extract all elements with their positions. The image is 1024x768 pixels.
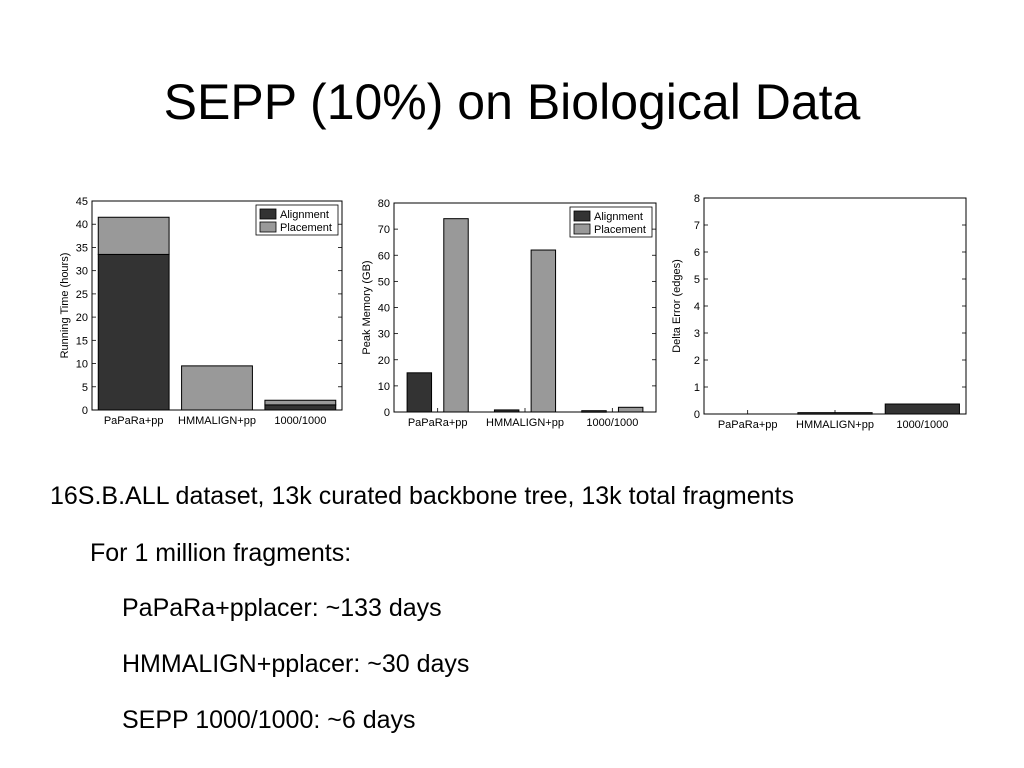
bar-placement bbox=[97, 216, 170, 255]
bullet-item: SEPP 1000/1000: ~6 days bbox=[122, 706, 416, 734]
y-tick-label: 7 bbox=[694, 220, 700, 232]
legend-swatch bbox=[259, 208, 277, 220]
x-tick-label: PaPaRa+pp bbox=[104, 415, 164, 427]
y-tick-label: 1 bbox=[694, 382, 700, 394]
bar-placement bbox=[443, 218, 469, 413]
bar-alignment bbox=[406, 372, 433, 413]
y-tick-label: 60 bbox=[378, 250, 390, 262]
y-tick-label: 5 bbox=[82, 382, 88, 394]
y-axis-label: Peak Memory (GB) bbox=[361, 260, 373, 354]
plot-frame bbox=[703, 197, 967, 415]
y-tick-label: 20 bbox=[378, 355, 390, 367]
peak-memory-chart: 0 10 20 30 40 50 60 70 80 Peak Memory (GB) PaPaRa+… bbox=[361, 198, 657, 429]
bar bbox=[797, 412, 873, 415]
x-tick-label: 1000/1000 bbox=[274, 415, 326, 427]
y-tick-label: 40 bbox=[76, 219, 88, 231]
bar-alignment bbox=[581, 410, 607, 413]
x-tick-label: HMMALIGN+pp bbox=[796, 419, 874, 431]
y-axis-label: Running Time (hours) bbox=[59, 253, 71, 359]
bullet-item: 16S.B.ALL dataset, 13k curated backbone … bbox=[50, 482, 794, 510]
running-time-chart: 0 5 10 15 20 25 30 35 40 45 Running Time (hours) Pa… bbox=[59, 196, 343, 427]
x-tick-label: PaPaRa+pp bbox=[718, 419, 778, 431]
y-tick-label: 6 bbox=[694, 247, 700, 259]
slide-title: SEPP (10%) on Biological Data bbox=[163, 74, 861, 130]
y-tick-label: 40 bbox=[378, 303, 390, 315]
y-tick-label: 25 bbox=[76, 289, 88, 301]
plot-frame bbox=[393, 202, 657, 413]
legend-swatch bbox=[259, 221, 277, 233]
legend-label: Alignment bbox=[594, 211, 643, 223]
bar-alignment bbox=[493, 409, 520, 413]
y-tick-label: 10 bbox=[378, 381, 390, 393]
y-tick-label: 45 bbox=[76, 196, 88, 208]
legend-label: Placement bbox=[594, 224, 646, 236]
x-tick-label: HMMALIGN+pp bbox=[486, 417, 564, 429]
y-tick-label: 30 bbox=[378, 329, 390, 341]
bar-alignment bbox=[97, 253, 170, 411]
y-tick-label: 4 bbox=[694, 301, 700, 313]
bar-placement bbox=[264, 399, 337, 406]
x-tick-label: HMMALIGN+pp bbox=[178, 415, 256, 427]
legend-swatch bbox=[573, 210, 591, 222]
y-tick-label: 0 bbox=[384, 407, 390, 419]
legend-swatch bbox=[573, 223, 591, 235]
y-tick-label: 15 bbox=[76, 335, 88, 347]
bullet-item: For 1 million fragments: bbox=[90, 539, 352, 567]
bullet-item: HMMALIGN+pplacer: ~30 days bbox=[122, 650, 470, 678]
y-tick-label: 2 bbox=[694, 355, 700, 367]
y-axis-label: Delta Error (edges) bbox=[671, 259, 683, 353]
y-tick-label: 20 bbox=[76, 312, 88, 324]
y-tick-label: 50 bbox=[378, 276, 390, 288]
y-tick-label: 0 bbox=[82, 405, 88, 417]
bar-placement bbox=[617, 406, 644, 413]
bar-alignment bbox=[264, 404, 337, 411]
y-tick-label: 8 bbox=[694, 193, 700, 205]
delta-error-chart: 0 1 2 3 4 5 6 7 8 Delta Error (edges) PaPaRa+pp HMM… bbox=[671, 193, 967, 431]
x-tick-label: PaPaRa+pp bbox=[408, 417, 468, 429]
y-tick-label: 3 bbox=[694, 328, 700, 340]
y-tick-label: 5 bbox=[694, 274, 700, 286]
y-tick-label: 10 bbox=[76, 359, 88, 371]
bullet-item: PaPaRa+pplacer: ~133 days bbox=[122, 594, 442, 622]
y-tick-label: 80 bbox=[378, 198, 390, 210]
y-tick-label: 70 bbox=[378, 224, 390, 236]
x-tick-label: 1000/1000 bbox=[896, 419, 948, 431]
bar-placement bbox=[181, 365, 253, 411]
y-tick-label: 35 bbox=[76, 242, 88, 254]
y-tick-label: 0 bbox=[694, 409, 700, 421]
bar-placement bbox=[530, 249, 557, 413]
legend-label: Alignment bbox=[280, 209, 329, 221]
legend-label: Placement bbox=[280, 222, 332, 234]
bar bbox=[884, 403, 960, 415]
y-tick-label: 30 bbox=[76, 266, 88, 278]
x-tick-label: 1000/1000 bbox=[586, 417, 638, 429]
